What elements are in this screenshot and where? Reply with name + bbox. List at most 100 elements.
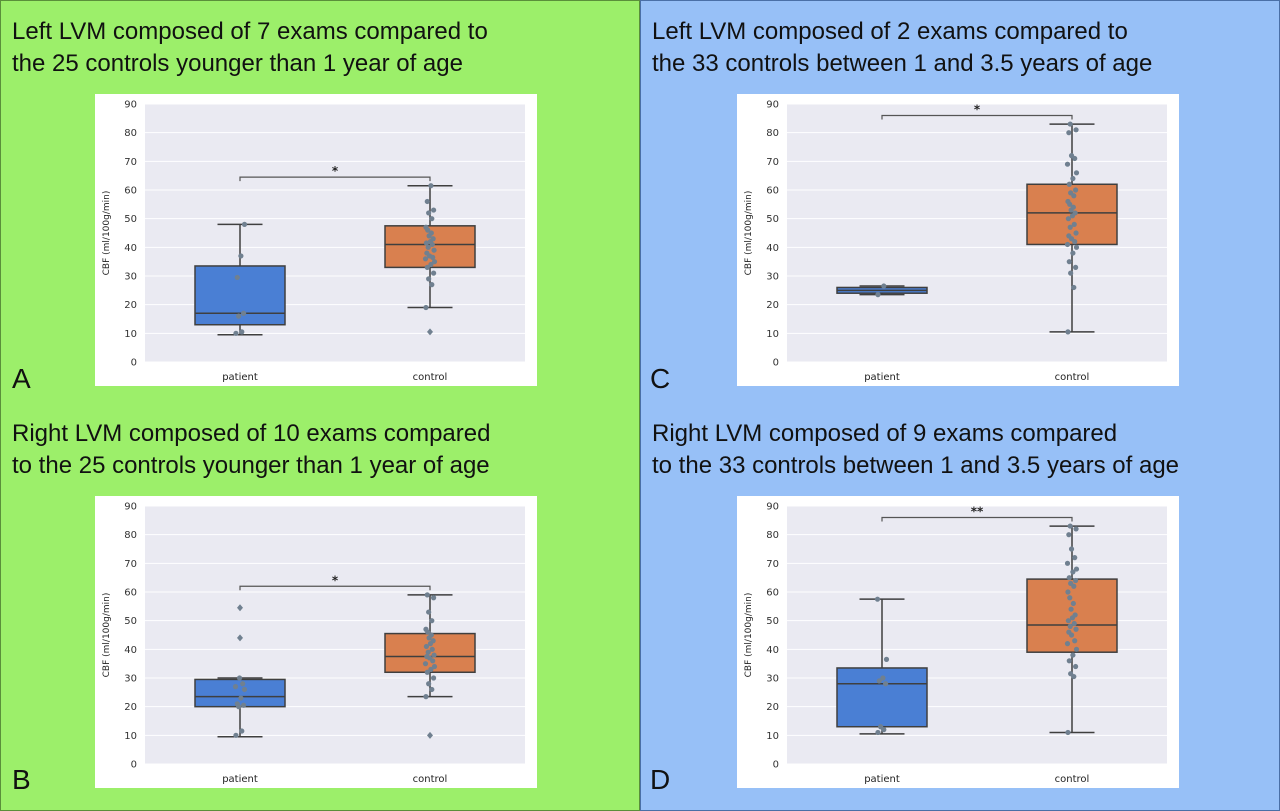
data-point — [1064, 560, 1071, 566]
y-tick-label: 0 — [773, 760, 779, 771]
data-point — [1064, 161, 1071, 167]
data-point — [1068, 671, 1074, 677]
data-point — [429, 618, 435, 624]
data-point — [430, 236, 436, 242]
panel-b-title-line-2: to the 25 controls younger than 1 year o… — [12, 452, 490, 479]
data-point — [1065, 198, 1071, 205]
panel-b-title: Right LVM composed of 10 exams compared … — [12, 418, 490, 482]
data-point — [1067, 121, 1073, 127]
x-tick-label: control — [413, 774, 448, 785]
data-point — [241, 686, 248, 693]
y-tick-label: 80 — [766, 530, 779, 541]
data-point — [1070, 652, 1076, 658]
y-tick-label: 20 — [766, 702, 779, 713]
y-tick-label: 90 — [766, 100, 779, 111]
data-point — [233, 330, 239, 336]
y-tick-label: 40 — [766, 645, 779, 656]
y-tick-label: 80 — [124, 128, 137, 139]
data-point — [881, 283, 887, 289]
data-point — [1073, 187, 1079, 193]
data-point — [883, 681, 889, 687]
data-point — [1066, 658, 1072, 664]
data-point — [431, 595, 437, 601]
data-point — [431, 663, 438, 670]
y-axis-title: CBF (ml/100g/min) — [744, 593, 754, 678]
panel-c-letter: C — [650, 363, 671, 394]
data-point — [1073, 526, 1079, 532]
data-point — [431, 270, 437, 276]
data-point — [1072, 638, 1078, 644]
significance-bracket — [881, 114, 1073, 120]
y-tick-label: 90 — [124, 502, 137, 513]
panel-b-letter: B — [12, 764, 31, 795]
panel-c-title: Left LVM composed of 2 exams compared to… — [652, 16, 1152, 80]
data-point — [236, 313, 242, 319]
panel-a-chart-svg: 0 10 20 30 40 50 60 70 80 90 CBF (ml/100g/min) pati… — [102, 100, 525, 383]
x-tick-label: control — [413, 372, 448, 383]
significance-bracket — [239, 176, 431, 182]
data-point — [238, 695, 244, 701]
panel-c-title-line-1: Left LVM composed of 2 exams compared to — [652, 18, 1128, 45]
data-point — [241, 310, 247, 316]
data-point — [1073, 244, 1080, 250]
y-tick-label: 80 — [124, 530, 137, 541]
y-tick-label: 10 — [766, 731, 779, 742]
y-tick-label: 40 — [124, 243, 137, 254]
data-point — [429, 216, 435, 222]
data-point — [431, 247, 437, 253]
panel-d-chart: 0 10 20 30 40 50 60 70 80 90 CBF (ml/100g/min) pati… — [737, 496, 1179, 788]
data-point — [430, 638, 436, 644]
y-axis-title: CBF (ml/100g/min) — [744, 191, 754, 276]
data-point — [1072, 555, 1078, 561]
significance-bracket — [881, 516, 1073, 522]
panel-d-title-line-2: to the 33 controls between 1 and 3.5 yea… — [652, 452, 1180, 479]
data-point — [422, 661, 429, 667]
y-tick-label: 80 — [766, 128, 779, 139]
significance-label: ** — [971, 504, 984, 518]
x-tick-label: control — [1055, 372, 1090, 383]
data-point — [426, 210, 432, 216]
data-point — [431, 652, 437, 658]
data-point — [1073, 230, 1079, 236]
data-point — [1068, 270, 1074, 276]
data-point — [1066, 181, 1072, 187]
data-point — [428, 632, 434, 638]
panel-b-chart: 0 10 20 30 40 50 60 70 80 90 CBF (ml/100g/min) pati… — [95, 496, 537, 788]
data-point — [234, 701, 240, 707]
y-tick-label: 70 — [766, 157, 779, 168]
x-tick-label: patient — [222, 774, 258, 785]
data-point — [422, 256, 429, 262]
data-point — [232, 684, 239, 690]
data-point — [1073, 127, 1079, 133]
data-point — [1073, 170, 1080, 176]
y-tick-label: 10 — [124, 329, 137, 340]
data-point — [1070, 569, 1076, 575]
y-tick-label: 20 — [124, 702, 137, 713]
y-tick-label: 90 — [124, 100, 137, 111]
data-point — [425, 649, 431, 655]
y-tick-label: 60 — [124, 588, 137, 599]
y-tick-label: 70 — [124, 559, 137, 570]
x-tick-label: patient — [864, 774, 900, 785]
panel-d-title: Right LVM composed of 9 exams compared t… — [652, 418, 1179, 482]
panel-d-title-line-1: Right LVM composed of 9 exams compared — [652, 420, 1118, 447]
data-point — [876, 678, 882, 684]
data-point — [1065, 618, 1071, 624]
data-point — [423, 240, 429, 246]
data-point — [1073, 577, 1079, 584]
data-point — [234, 274, 240, 281]
y-tick-label: 50 — [124, 616, 137, 627]
data-point — [1066, 233, 1072, 239]
y-tick-label: 30 — [766, 272, 779, 283]
data-point — [874, 596, 881, 602]
data-point — [424, 250, 430, 256]
panel-a-title: Left LVM composed of 7 exams compared to… — [12, 16, 488, 80]
y-tick-label: 0 — [131, 760, 137, 771]
panel-a-chart: 0 10 20 30 40 50 60 70 80 90 CBF (ml/100g/min) pati… — [95, 94, 537, 386]
data-point — [424, 592, 430, 598]
y-axis-title: CBF (ml/100g/min) — [102, 593, 112, 678]
y-tick-label: 40 — [124, 645, 137, 656]
y-tick-label: 20 — [766, 300, 779, 311]
data-point — [423, 694, 429, 700]
y-axis-title: CBF (ml/100g/min) — [102, 191, 112, 276]
